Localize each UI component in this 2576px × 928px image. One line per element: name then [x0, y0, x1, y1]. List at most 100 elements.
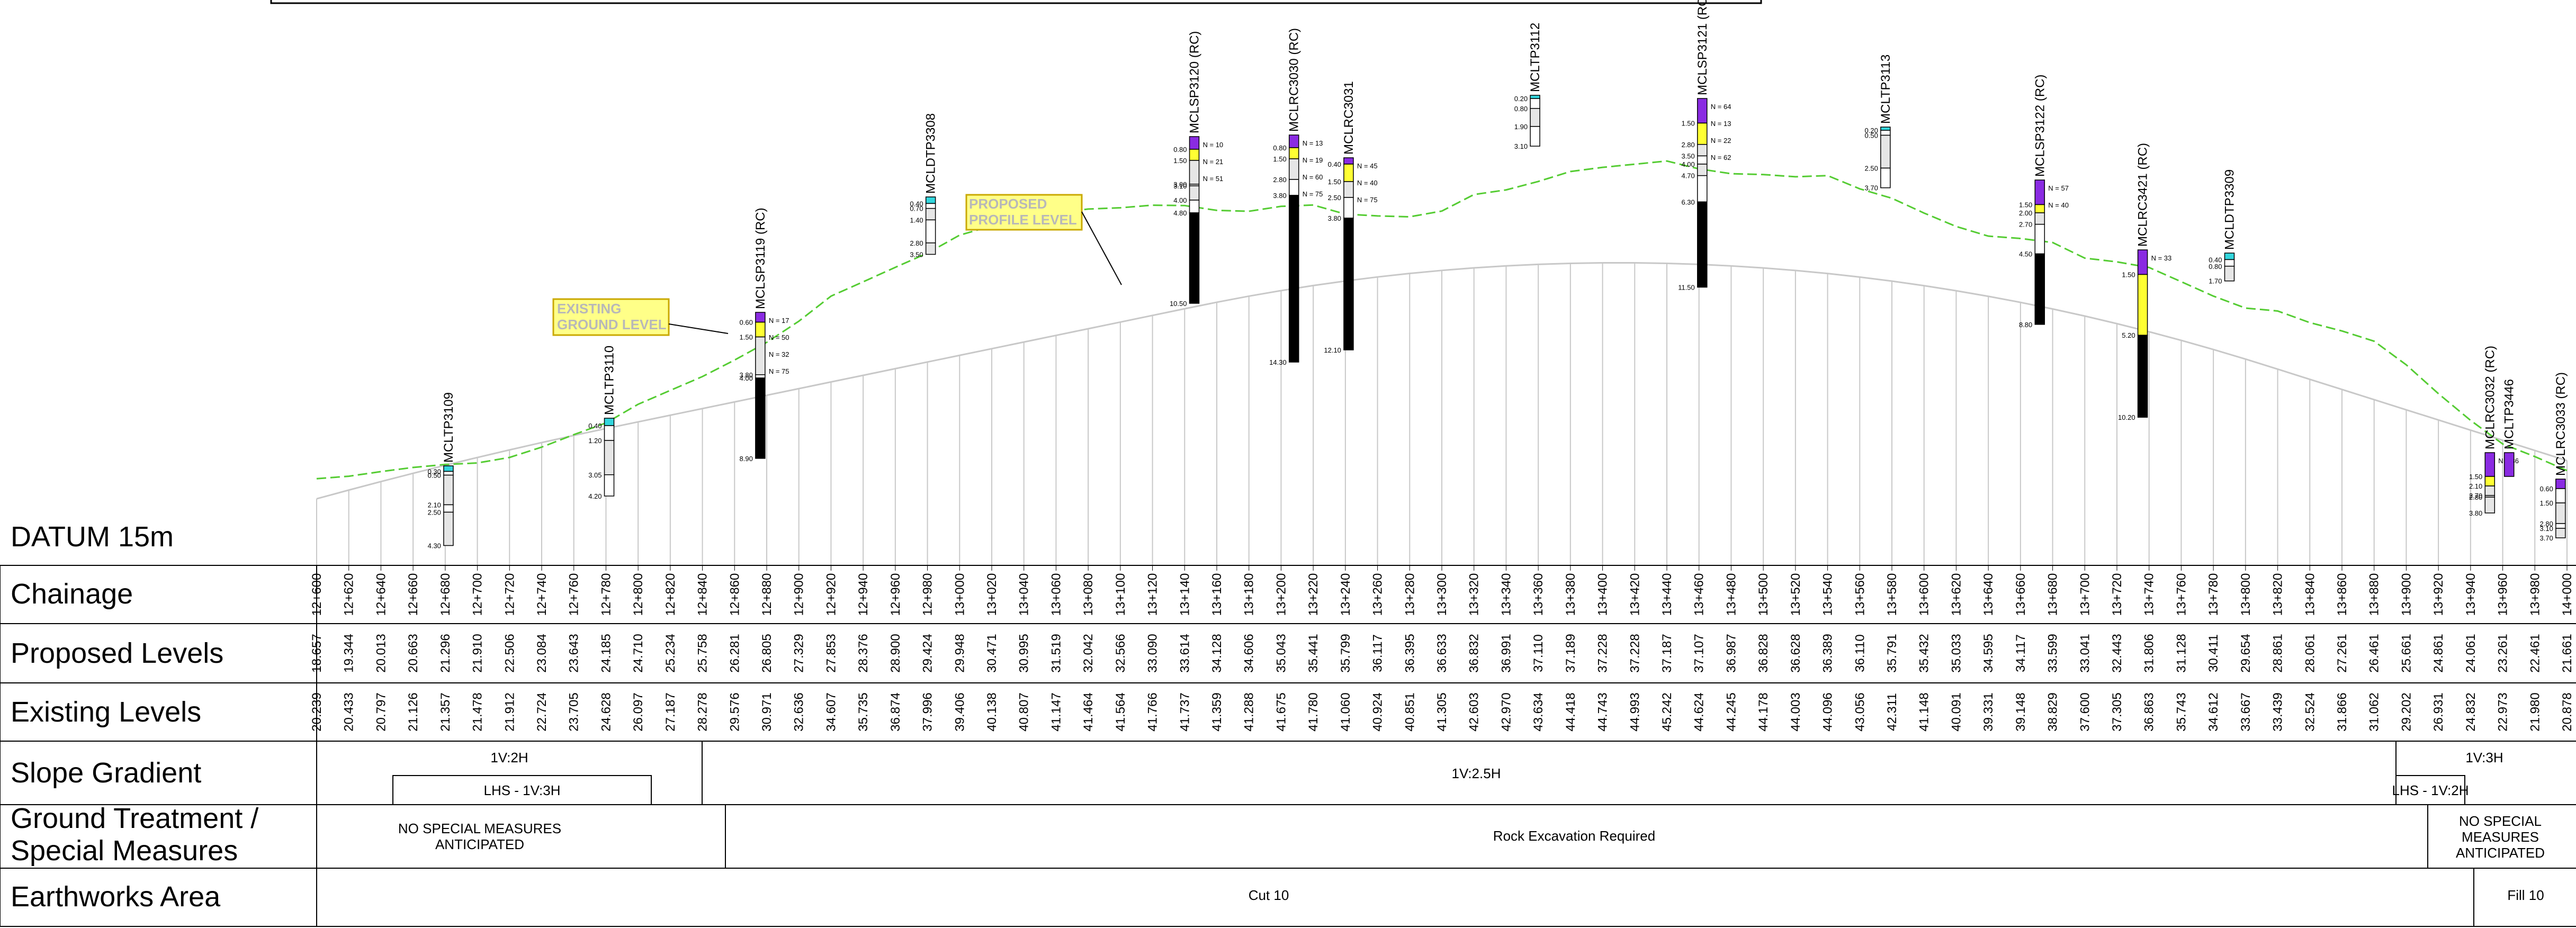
chainage-value: 13+000: [953, 573, 967, 616]
chainage-value: 13+100: [1114, 573, 1128, 616]
borehole-depth: 0.60: [2540, 485, 2553, 493]
borehole-depth: 0.80: [1514, 105, 1528, 113]
borehole-stratum: [2137, 274, 2148, 336]
existing-level-value: 34.607: [824, 692, 838, 731]
chainage-value: 12+740: [535, 573, 549, 616]
row-label-chainage: Chainage: [11, 578, 133, 610]
chainage-value: 13+700: [2078, 573, 2092, 616]
borehole-depth: 10.50: [1170, 300, 1187, 308]
borehole-depth: 2.50: [428, 509, 441, 517]
borehole-depth: 4.50: [2019, 250, 2032, 258]
chainage-value: 13+280: [1403, 573, 1417, 616]
borehole-depth: 3.10: [1173, 182, 1187, 190]
borehole-stratum: [604, 418, 615, 426]
borehole-stratum: [925, 196, 936, 204]
proposed-level-value: 20.013: [374, 634, 388, 672]
existing-level-value: 31.062: [2367, 692, 2382, 731]
existing-level-value: 43.634: [1531, 692, 1546, 731]
chainage-value: 12+880: [760, 573, 774, 616]
proposed-level-value: 33.599: [2046, 634, 2060, 672]
existing-level-value: 42.603: [1467, 692, 1482, 731]
chainage-value: 13+400: [1596, 573, 1610, 616]
proposed-level-value: 37.107: [1692, 634, 1707, 672]
chainage-value: 13+040: [1017, 573, 1031, 616]
chainage-value: 13+500: [1756, 573, 1771, 616]
existing-level-value: 42.311: [1885, 693, 1899, 731]
borehole-depth: 1.70: [2209, 277, 2222, 285]
existing-level-value: 32.636: [792, 692, 806, 731]
proposed-level-value: 23.084: [535, 634, 549, 672]
borehole-spt: N = 45: [1357, 162, 1378, 170]
proposed-level-value: 36.110: [1853, 634, 1867, 672]
borehole-stratum: [1697, 155, 1708, 165]
existing-level-value: 21.980: [2528, 692, 2542, 731]
borehole-spt: N = 10: [1203, 141, 1224, 149]
borehole-stratum: [2555, 502, 2566, 524]
chainage-value: 13+220: [1306, 573, 1321, 616]
existing-level-value: 41.305: [1435, 692, 1449, 731]
proposed-level-value: 30.471: [985, 634, 999, 672]
existing-level-value: 22.973: [2496, 692, 2510, 731]
proposed-profile-callout: PROPOSED PROFILE LEVEL: [965, 194, 1122, 285]
borehole-stratum: [1697, 164, 1708, 176]
borehole-depth: 0.80: [2209, 263, 2222, 271]
borehole-stratum: [755, 312, 766, 323]
existing-level-value: 20.433: [342, 692, 356, 731]
borehole-stratum: [2034, 253, 2045, 325]
proposed-level-value: 35.441: [1306, 634, 1321, 672]
borehole-stratum: [1697, 144, 1708, 157]
profile-lines: [316, 160, 2568, 500]
existing-level-value: 40.091: [1949, 692, 1963, 731]
borehole-log: 0.200.50 2.50 3.70 MCLTP3113: [1865, 55, 1893, 192]
borehole-spt: N = 64: [1711, 103, 1731, 111]
existing-level-value: 41.564: [1114, 692, 1128, 731]
chainage-value: 13+200: [1274, 573, 1288, 616]
borehole-stratum: [1189, 160, 1200, 185]
existing-level-value: 44.178: [1756, 692, 1771, 731]
borehole-depth: 11.50: [1678, 284, 1695, 292]
borehole-depth: 3.50: [910, 251, 923, 259]
chainage-value: 13+460: [1692, 573, 1707, 616]
borehole-spt: N = 32: [769, 350, 789, 358]
existing-level-value: 23.705: [567, 692, 581, 731]
borehole-stratum: [2503, 452, 2515, 477]
proposed-level-value: 35.033: [1949, 634, 1963, 672]
borehole-depth: 12.10: [1324, 346, 1341, 354]
borehole-name: MCLRC3421 (RC): [2136, 143, 2150, 247]
proposed-level-value: 21.910: [471, 634, 485, 672]
existing-level-value: 34.612: [2206, 692, 2221, 731]
borehole-depth: 0.30: [428, 468, 441, 476]
borehole-stratum: [1530, 108, 1540, 127]
chainage-value: 12+820: [663, 573, 678, 616]
borehole-stratum: [1530, 95, 1540, 99]
chainage-value: 13+120: [1146, 573, 1160, 616]
borehole-stratum: [1343, 197, 1354, 219]
existing-level-value: 21.912: [502, 692, 517, 731]
borehole-stratum: [1189, 149, 1200, 161]
borehole-log: 0.300.50 2.102.50 4.30 MCLTP3109: [428, 392, 456, 549]
borehole-stratum: [604, 440, 615, 475]
existing-level-value: 21.357: [438, 692, 453, 731]
earthworks-cut: Cut 10: [1249, 887, 1289, 903]
existing-level-value: 44.096: [1821, 692, 1835, 731]
borehole-depth: 0.60: [740, 319, 753, 327]
proposed-level-value: 37.228: [1596, 634, 1610, 672]
chainage-value: 12+620: [342, 573, 356, 616]
borehole-stratum: [1343, 157, 1354, 165]
borehole-depth: 2.70: [2019, 221, 2032, 229]
borehole-stratum: [2555, 528, 2566, 538]
borehole-depth: 5.20: [2122, 331, 2135, 339]
borehole-depth: 1.50: [1273, 155, 1286, 163]
borehole-stratum: [755, 336, 766, 375]
borehole-depth: 1.50: [740, 334, 753, 341]
borehole-depth: 3.70: [2540, 534, 2553, 542]
chainage-value: 13+060: [1049, 573, 1063, 616]
chainage-value: 13+320: [1467, 573, 1482, 616]
borehole-depth: 2.10: [2469, 482, 2482, 490]
borehole-stratum: [2137, 249, 2148, 275]
proposed-level-value: 24.185: [599, 634, 613, 672]
existing-level-value: 41.766: [1146, 692, 1160, 731]
existing-level-value: 38.829: [2046, 692, 2060, 731]
table-values: 12+600 18.657 20.239 12+620 19.344 20.433 12+6…: [310, 565, 2574, 732]
chainage-value: 13+020: [985, 573, 999, 616]
